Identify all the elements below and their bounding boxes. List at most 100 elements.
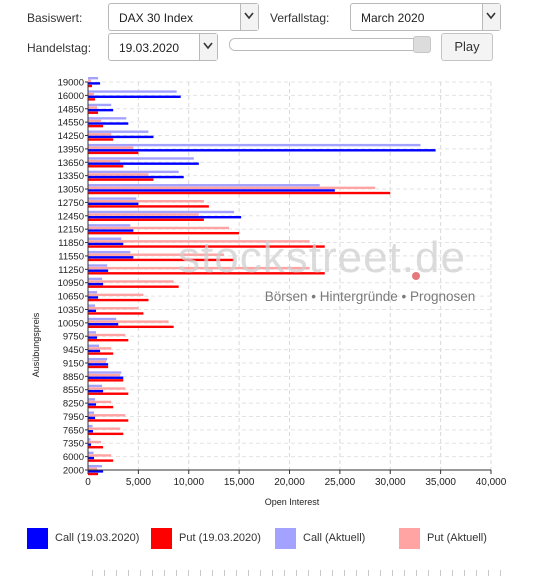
basiswert-select[interactable]: DAX 30 Index xyxy=(108,3,259,31)
bar xyxy=(88,443,92,446)
bar xyxy=(88,82,101,85)
bar xyxy=(88,77,99,80)
y-axis-title: Ausübungspreis xyxy=(31,312,41,377)
bar xyxy=(88,389,104,393)
bar xyxy=(88,215,242,219)
y-tick-label: 7350 xyxy=(63,439,84,450)
legend-label: Put (19.03.2020) xyxy=(179,532,261,544)
bar xyxy=(88,405,114,409)
x-tick-label: 15,000 xyxy=(224,477,255,488)
bar xyxy=(88,298,149,302)
verfallstag-select[interactable]: March 2020 xyxy=(350,3,501,31)
legend-label: Call (Aktuell) xyxy=(303,532,366,544)
bar xyxy=(88,122,129,125)
legend-swatch xyxy=(275,528,296,549)
grid xyxy=(87,81,492,471)
bar xyxy=(88,138,114,141)
x-tick-label: 20,000 xyxy=(274,477,305,488)
bar xyxy=(88,162,199,165)
x-tick-label: 0 xyxy=(85,477,91,488)
date-slider[interactable] xyxy=(229,36,431,53)
bar xyxy=(88,240,310,243)
bar xyxy=(88,205,209,208)
bar xyxy=(88,282,104,286)
bar xyxy=(88,403,97,406)
y-tick-label: 13050 xyxy=(58,185,84,196)
y-tick-label: 9750 xyxy=(63,332,84,343)
bar xyxy=(88,459,114,462)
bar xyxy=(88,108,114,112)
bar xyxy=(88,472,99,476)
lower-chart-gridlines xyxy=(92,570,502,576)
bar xyxy=(88,365,109,369)
bar xyxy=(88,392,129,395)
bar xyxy=(88,323,119,326)
y-tick-label: 10650 xyxy=(58,292,84,303)
bar xyxy=(88,210,235,214)
y-tick-label: 12450 xyxy=(58,211,84,222)
bar xyxy=(88,117,127,120)
bar xyxy=(88,200,204,203)
bar xyxy=(88,253,225,256)
bar xyxy=(88,451,94,455)
legend-swatch xyxy=(27,528,48,549)
bar xyxy=(88,258,235,262)
play-button[interactable]: Play xyxy=(441,33,493,61)
bar xyxy=(88,387,126,390)
bar xyxy=(88,186,376,190)
bar xyxy=(88,347,112,350)
y-tick-label: 9150 xyxy=(63,358,84,369)
bar xyxy=(88,360,107,363)
bar xyxy=(88,376,124,379)
x-tick-label: 30,000 xyxy=(375,477,406,488)
bar xyxy=(88,317,117,321)
bar xyxy=(88,245,325,248)
chevron-down-icon[interactable] xyxy=(482,4,500,30)
bar xyxy=(88,440,102,444)
bar xyxy=(88,133,112,136)
bar xyxy=(88,269,109,272)
bar xyxy=(88,226,230,230)
bar xyxy=(88,291,98,294)
bar xyxy=(88,175,184,179)
date-slider-handle[interactable] xyxy=(413,36,431,53)
x-axis-title: Open Interest xyxy=(265,497,320,507)
watermark-text: stockstreet.de xyxy=(178,233,466,282)
y-tick-label: 13950 xyxy=(58,144,84,155)
handelstag-select[interactable]: 19.03.2020 xyxy=(108,33,218,61)
watermark: stockstreet.de Börsen • Hintergründe • P… xyxy=(178,233,475,304)
legend-swatch xyxy=(399,528,420,549)
bar xyxy=(88,149,436,152)
y-tick-label: 8250 xyxy=(63,399,84,410)
bar xyxy=(88,296,99,299)
bar xyxy=(88,266,310,270)
chevron-down-icon[interactable] xyxy=(240,4,258,30)
bar xyxy=(88,202,139,206)
bar xyxy=(88,151,139,155)
bar xyxy=(88,384,103,388)
y-tick-label: 19000 xyxy=(58,78,84,89)
y-tick-label: 11850 xyxy=(58,238,84,249)
bar xyxy=(88,135,154,139)
bar xyxy=(88,224,131,227)
basiswert-value: DAX 30 Index xyxy=(119,11,194,25)
bar xyxy=(88,456,95,460)
bar xyxy=(88,398,96,401)
bar xyxy=(88,130,149,133)
bar xyxy=(88,336,98,339)
y-tick-label: 8550 xyxy=(63,385,84,396)
bar xyxy=(88,256,134,259)
bar xyxy=(88,400,112,404)
bar xyxy=(88,331,97,334)
bar xyxy=(88,143,421,147)
bar xyxy=(88,325,174,329)
bar xyxy=(88,229,134,232)
bar xyxy=(88,79,92,82)
bar xyxy=(88,191,391,195)
bar xyxy=(88,320,169,323)
chevron-down-icon[interactable] xyxy=(199,34,217,60)
legend-swatch xyxy=(151,528,172,549)
bar xyxy=(88,414,126,417)
y-tick-label: 16000 xyxy=(58,91,84,102)
bar xyxy=(88,146,134,149)
